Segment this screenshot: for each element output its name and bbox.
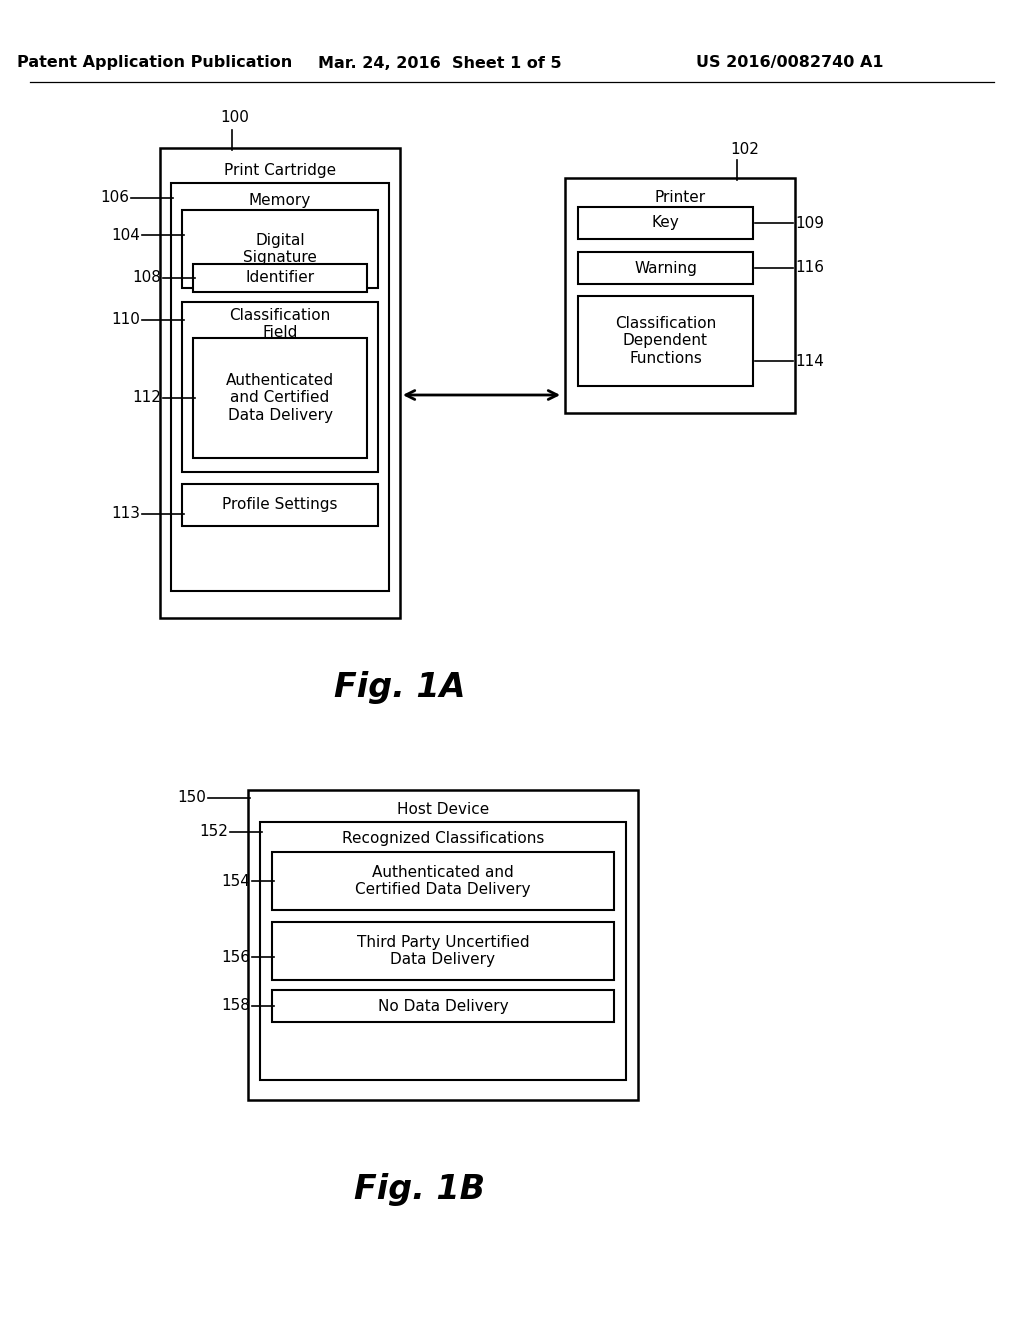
Text: Recognized Classifications: Recognized Classifications: [342, 832, 544, 846]
Text: Classification
Field: Classification Field: [229, 308, 331, 341]
FancyBboxPatch shape: [272, 921, 614, 979]
Text: Identifier: Identifier: [246, 271, 314, 285]
Text: 109: 109: [795, 215, 824, 231]
FancyBboxPatch shape: [182, 210, 378, 288]
Text: 116: 116: [795, 260, 824, 276]
Text: 154: 154: [221, 874, 250, 888]
Text: Mar. 24, 2016  Sheet 1 of 5: Mar. 24, 2016 Sheet 1 of 5: [318, 55, 562, 70]
Text: 150: 150: [177, 791, 206, 805]
Text: 112: 112: [132, 391, 161, 405]
Text: US 2016/0082740 A1: US 2016/0082740 A1: [696, 55, 884, 70]
FancyBboxPatch shape: [193, 264, 367, 292]
Text: 108: 108: [132, 271, 161, 285]
FancyBboxPatch shape: [565, 178, 795, 413]
FancyBboxPatch shape: [578, 252, 753, 284]
Text: Print Cartridge: Print Cartridge: [224, 162, 336, 177]
FancyBboxPatch shape: [182, 302, 378, 473]
FancyBboxPatch shape: [578, 207, 753, 239]
Text: 100: 100: [220, 111, 249, 125]
Text: No Data Delivery: No Data Delivery: [378, 998, 508, 1014]
FancyBboxPatch shape: [272, 851, 614, 909]
Text: 102: 102: [730, 143, 759, 157]
Text: Digital
Signature: Digital Signature: [243, 232, 317, 265]
Text: Fig. 1B: Fig. 1B: [354, 1173, 485, 1206]
FancyBboxPatch shape: [160, 148, 400, 618]
Text: Authenticated and
Certified Data Delivery: Authenticated and Certified Data Deliver…: [355, 865, 530, 898]
Text: Warning: Warning: [634, 260, 697, 276]
FancyBboxPatch shape: [260, 822, 626, 1080]
Text: 113: 113: [111, 507, 140, 521]
Text: Key: Key: [651, 215, 679, 231]
Text: 114: 114: [795, 354, 824, 368]
Text: Printer: Printer: [654, 190, 706, 206]
Text: 104: 104: [112, 227, 140, 243]
Text: Classification
Dependent
Functions: Classification Dependent Functions: [614, 315, 716, 366]
FancyBboxPatch shape: [182, 484, 378, 525]
FancyBboxPatch shape: [272, 990, 614, 1022]
Text: 152: 152: [199, 825, 228, 840]
Text: Patent Application Publication: Patent Application Publication: [17, 55, 293, 70]
FancyBboxPatch shape: [171, 183, 389, 591]
FancyBboxPatch shape: [193, 338, 367, 458]
Text: Fig. 1A: Fig. 1A: [334, 672, 466, 705]
Text: 110: 110: [112, 313, 140, 327]
FancyBboxPatch shape: [248, 789, 638, 1100]
Text: 158: 158: [221, 998, 250, 1014]
FancyBboxPatch shape: [578, 296, 753, 385]
Text: 106: 106: [100, 190, 129, 206]
Text: Authenticated
and Certified
Data Delivery: Authenticated and Certified Data Deliver…: [226, 374, 334, 422]
Text: Host Device: Host Device: [397, 803, 489, 817]
Text: 156: 156: [221, 949, 250, 965]
Text: Memory: Memory: [249, 193, 311, 207]
Text: Third Party Uncertified
Data Delivery: Third Party Uncertified Data Delivery: [356, 935, 529, 968]
Text: Profile Settings: Profile Settings: [222, 498, 338, 512]
